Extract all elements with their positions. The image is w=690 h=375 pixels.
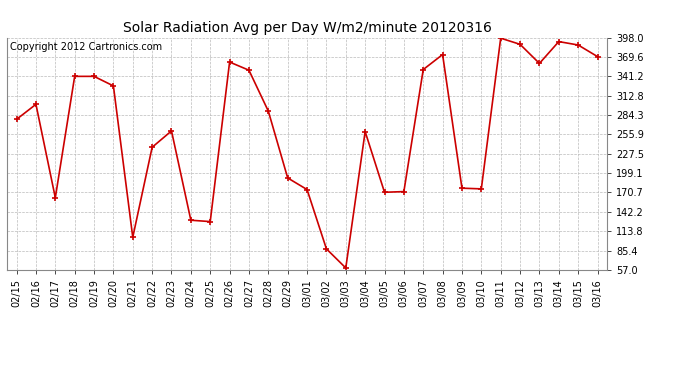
Text: Copyright 2012 Cartronics.com: Copyright 2012 Cartronics.com — [10, 42, 162, 52]
Title: Solar Radiation Avg per Day W/m2/minute 20120316: Solar Radiation Avg per Day W/m2/minute … — [123, 21, 491, 35]
